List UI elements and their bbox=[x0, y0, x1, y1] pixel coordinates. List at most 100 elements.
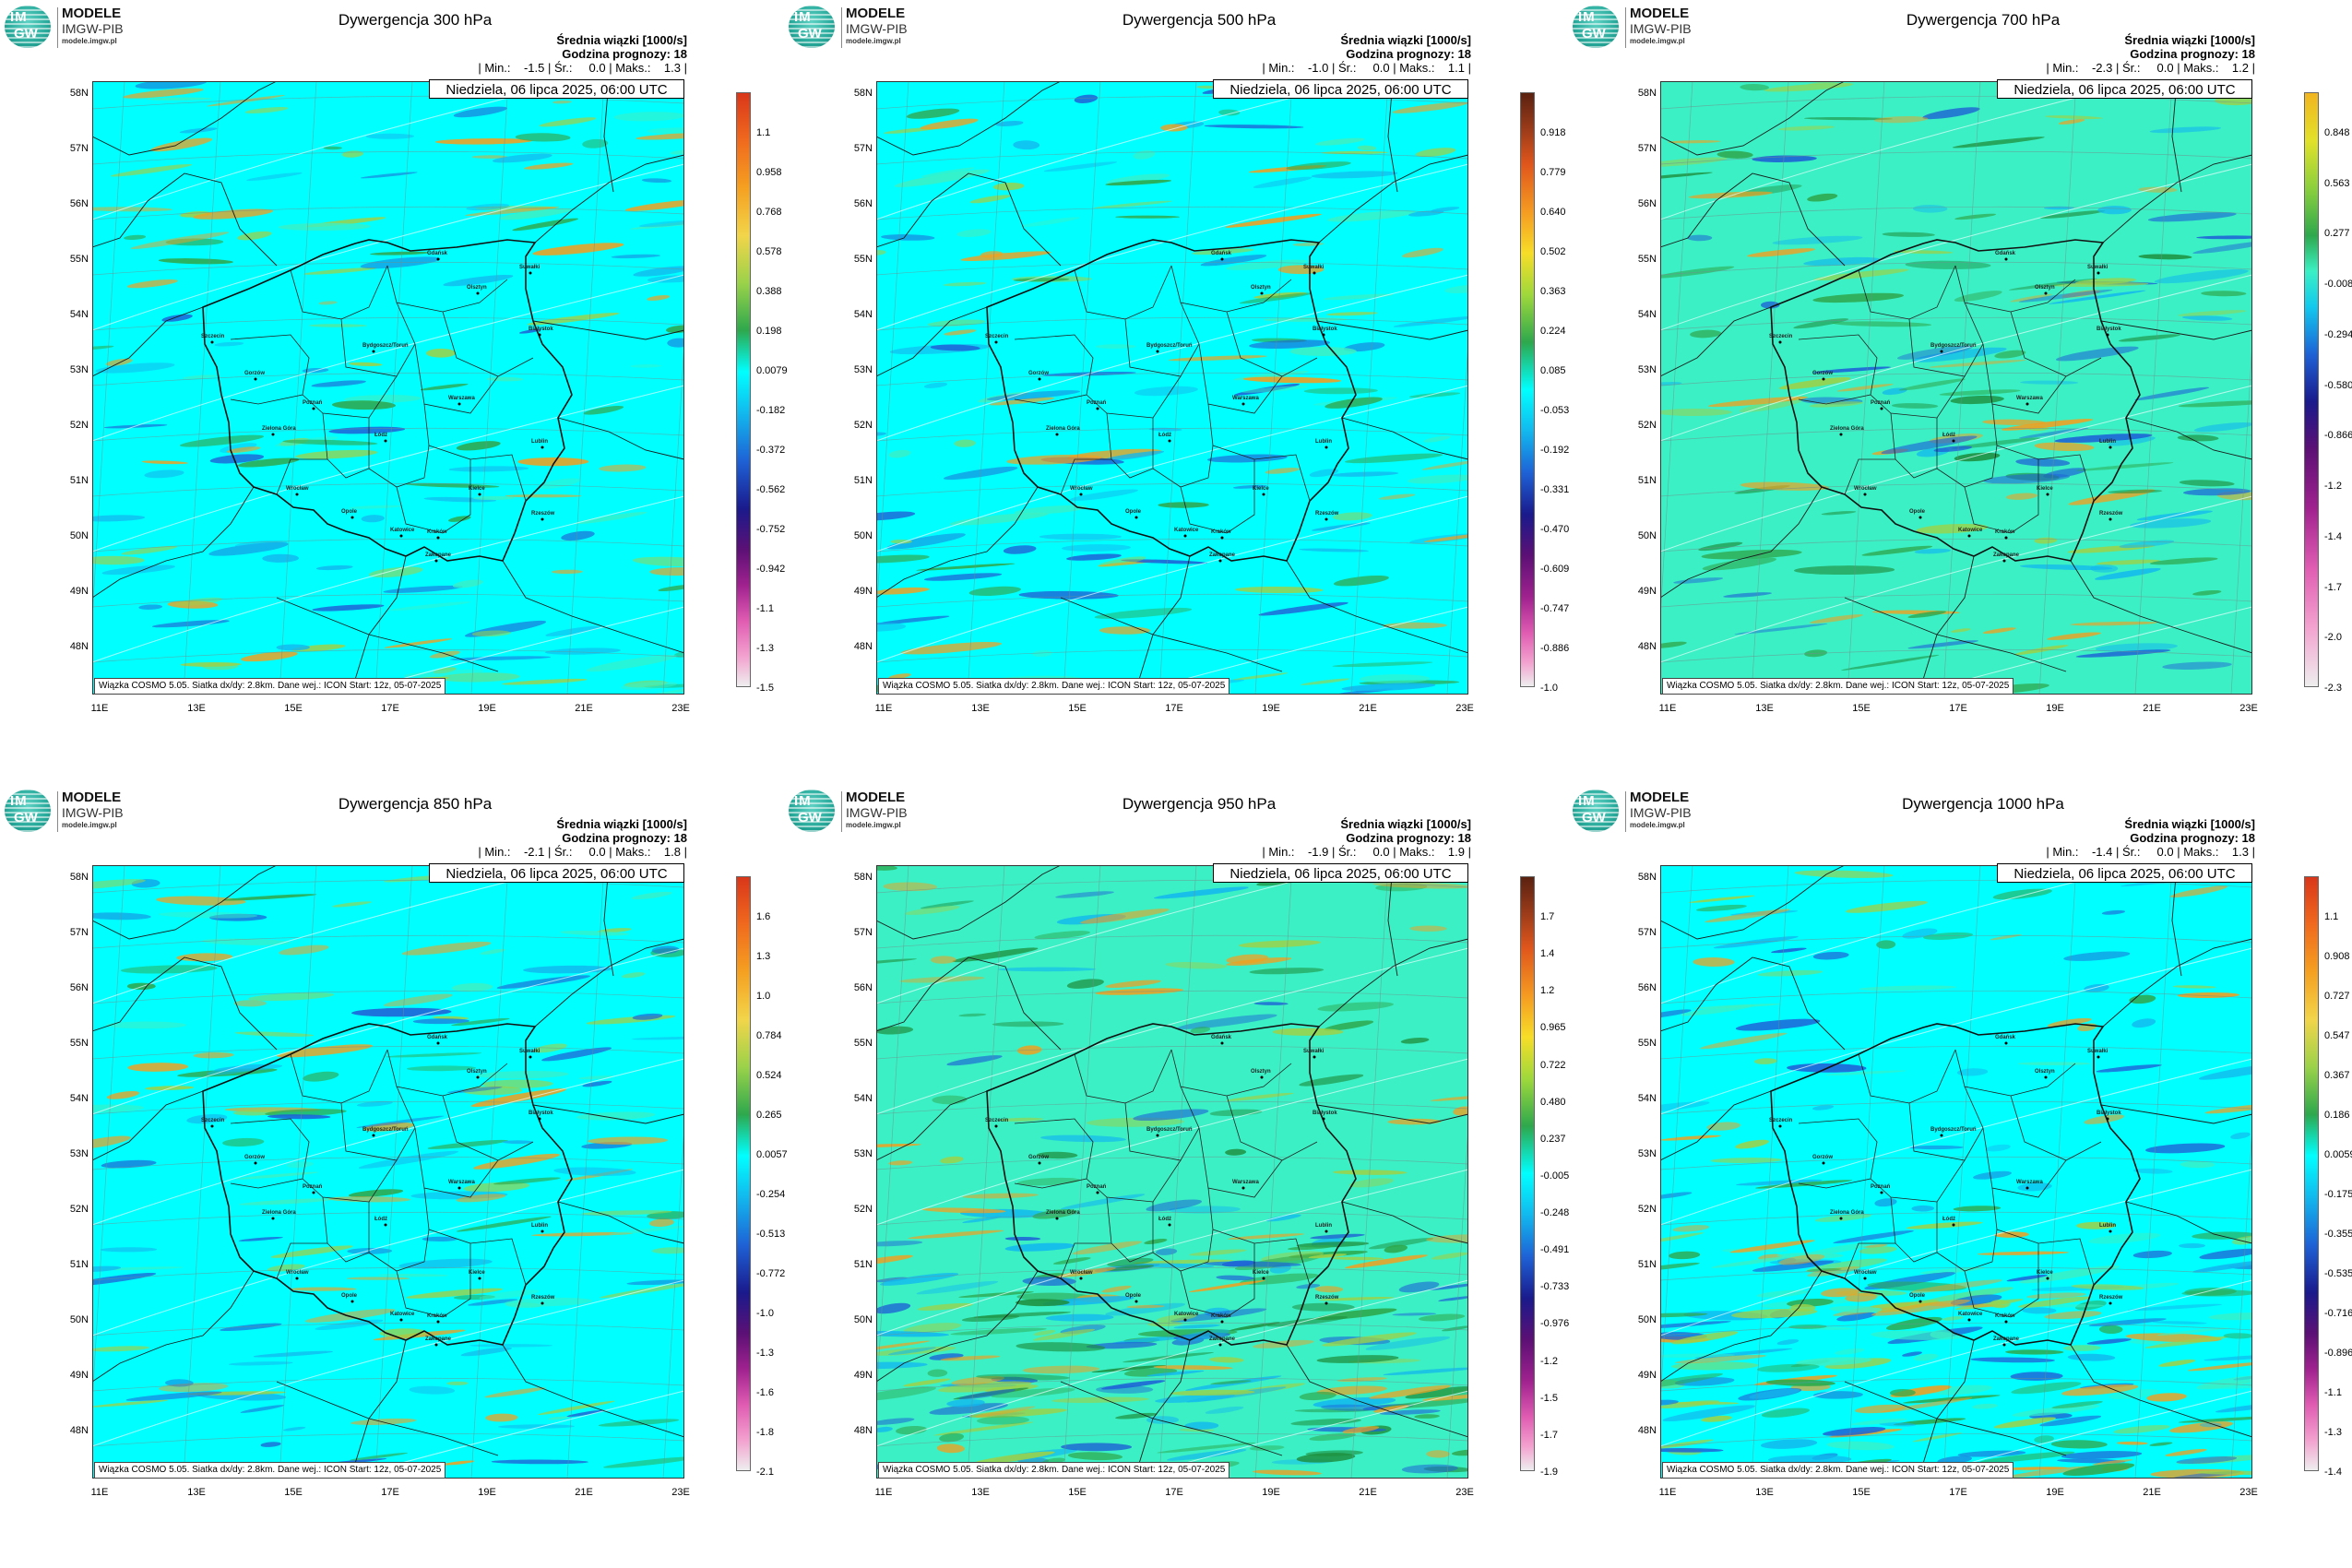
city-marker bbox=[540, 1301, 544, 1305]
latitude-gridline bbox=[92, 1156, 684, 1170]
latitude-gridline bbox=[1660, 316, 2252, 331]
voivodeship-border bbox=[1180, 1243, 1255, 1318]
voivodeship-border bbox=[1198, 1127, 1283, 1198]
divergence-streak bbox=[2018, 1296, 2092, 1308]
divergence-streak bbox=[2039, 210, 2106, 219]
divergence-streak bbox=[92, 1104, 145, 1113]
divergence-streak bbox=[929, 1403, 1008, 1415]
divergence-streak bbox=[1419, 1313, 1466, 1322]
divergence-streak bbox=[409, 1385, 456, 1395]
divergence-streak bbox=[347, 1247, 393, 1254]
divergence-streak bbox=[1807, 1266, 1860, 1277]
divergence-streak bbox=[505, 494, 582, 498]
forecast-hour-label: Godzina prognozy: 18 bbox=[2130, 831, 2255, 845]
voivodeship-border bbox=[1226, 1095, 1318, 1161]
divergence-streak bbox=[2147, 212, 2237, 222]
height-contour bbox=[1660, 1279, 2252, 1447]
city-label: Poznań bbox=[1087, 1184, 1107, 1190]
border bbox=[92, 486, 255, 599]
divergence-streak bbox=[1239, 292, 1313, 304]
divergence-streak bbox=[468, 1299, 518, 1306]
color-scale-tick: 0.958 bbox=[756, 167, 782, 178]
voivodeship-border bbox=[2010, 1095, 2102, 1161]
divergence-streak bbox=[1227, 1233, 1305, 1240]
divergence-streak bbox=[916, 563, 1016, 571]
divergence-streak bbox=[502, 678, 588, 685]
border bbox=[1318, 938, 1468, 1028]
divergence-streak bbox=[2162, 661, 2232, 670]
divergence-streak bbox=[946, 1399, 985, 1408]
color-scale-tick: -1.4 bbox=[2324, 530, 2342, 542]
divergence-streak bbox=[1660, 1262, 1700, 1272]
longitude-label: 13E bbox=[971, 703, 990, 714]
city-marker bbox=[1863, 1277, 1867, 1280]
voivodeship-border bbox=[1996, 1229, 2095, 1286]
divergence-streak bbox=[448, 466, 529, 472]
city-label: Białystok bbox=[2097, 327, 2121, 332]
divergence-streak bbox=[876, 1426, 893, 1432]
city-marker bbox=[1918, 516, 1922, 519]
longitude-gridline bbox=[1942, 81, 1981, 695]
divergence-streak bbox=[876, 1340, 931, 1352]
divergence-streak bbox=[920, 900, 974, 909]
divergence-streak bbox=[2156, 1327, 2229, 1336]
city-marker bbox=[1038, 1161, 1041, 1165]
color-scale-tick: -0.355 bbox=[2324, 1229, 2352, 1240]
voivodeship-border bbox=[322, 412, 370, 479]
divergence-streak bbox=[876, 615, 950, 625]
divergence-streak bbox=[1400, 1038, 1430, 1044]
divergence-streak bbox=[1911, 347, 2007, 362]
divergence-streak bbox=[933, 1421, 1034, 1436]
longitude-gridline bbox=[2230, 1120, 2252, 1479]
divergence-streak bbox=[462, 1086, 523, 1096]
divergence-streak bbox=[1315, 137, 1365, 146]
city-label: Lublin bbox=[1315, 439, 1332, 445]
border bbox=[1387, 865, 1398, 977]
divergence-streak bbox=[443, 274, 514, 287]
latitude-label: 52N bbox=[69, 420, 89, 431]
voivodeship-border bbox=[1936, 403, 1998, 488]
divergence-streak bbox=[1871, 1299, 1971, 1316]
city-label: Kraków bbox=[1211, 1313, 1231, 1319]
logo-divider bbox=[57, 791, 58, 832]
city-label: Szczecin bbox=[1769, 1118, 1793, 1123]
map-canvas bbox=[92, 81, 684, 695]
city-marker bbox=[994, 340, 998, 344]
divergence-streak bbox=[1700, 1032, 1788, 1050]
border bbox=[1660, 486, 1823, 599]
divergence-streak bbox=[1740, 481, 1830, 491]
divergence-streak bbox=[477, 1071, 569, 1079]
city-marker bbox=[434, 559, 438, 563]
divergence-streak bbox=[958, 1389, 1016, 1400]
city-marker bbox=[1218, 559, 1222, 563]
latitude-gridline bbox=[92, 538, 684, 552]
divergence-streak bbox=[2165, 1448, 2207, 1456]
divergence-streak bbox=[1052, 1257, 1091, 1265]
latitude-gridline bbox=[92, 1045, 684, 1060]
longitude-label: 23E bbox=[1455, 1487, 1474, 1498]
color-scale-tick: 0.640 bbox=[1540, 207, 1566, 218]
voivodeship-border bbox=[276, 458, 327, 495]
divergence-streak bbox=[1662, 1405, 1755, 1422]
divergence-streak bbox=[1184, 1421, 1219, 1430]
divergence-streak bbox=[1313, 1396, 1396, 1408]
divergence-streak bbox=[1919, 1266, 1985, 1275]
voivodeship-border bbox=[1982, 1127, 2067, 1198]
city-marker bbox=[1880, 407, 1883, 410]
border bbox=[1660, 1090, 1772, 1161]
divergence-streak bbox=[876, 865, 897, 871]
color-scale-tick: -1.3 bbox=[756, 1348, 774, 1359]
divergence-streak bbox=[1226, 1092, 1294, 1101]
divergence-streak bbox=[179, 434, 265, 447]
divergence-streak bbox=[1985, 1144, 2011, 1152]
divergence-streak bbox=[1444, 284, 1468, 294]
color-scale-tick: 0.524 bbox=[756, 1070, 782, 1081]
city-label: Zielona Góra bbox=[1830, 1210, 1864, 1216]
divergence-streak bbox=[1778, 125, 1835, 131]
voivodeship-border bbox=[1964, 459, 2039, 534]
divergence-streak bbox=[647, 295, 671, 301]
divergence-streak bbox=[2005, 1349, 2064, 1355]
divergence-streak bbox=[1066, 979, 1104, 989]
divergence-streak bbox=[1669, 1401, 1740, 1405]
longitude-gridline bbox=[1751, 81, 1789, 695]
